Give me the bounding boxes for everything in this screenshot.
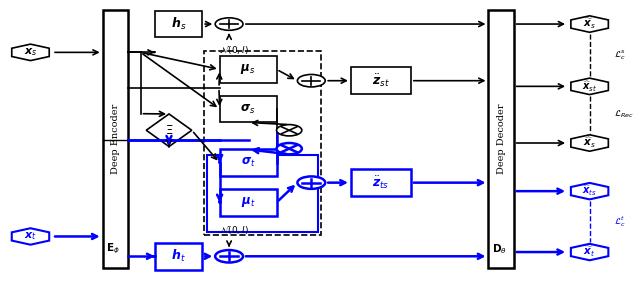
Text: $\widetilde{\boldsymbol{x}}_t$: $\widetilde{\boldsymbol{x}}_t$ (584, 245, 596, 259)
FancyBboxPatch shape (351, 169, 411, 196)
FancyBboxPatch shape (204, 51, 321, 235)
Circle shape (298, 176, 325, 189)
Circle shape (298, 74, 325, 87)
FancyBboxPatch shape (102, 10, 128, 268)
Text: $\boldsymbol{h}_t$: $\boldsymbol{h}_t$ (171, 248, 186, 264)
Text: $\boldsymbol{\sigma}_s$: $\boldsymbol{\sigma}_s$ (241, 102, 256, 116)
Text: $\Xi$: $\Xi$ (165, 124, 173, 137)
Text: $\boldsymbol{\mu}_t$: $\boldsymbol{\mu}_t$ (241, 195, 255, 209)
Text: $\ddot{\boldsymbol{z}}_{ts}$: $\ddot{\boldsymbol{z}}_{ts}$ (372, 174, 390, 191)
Text: $\boldsymbol{h}_s$: $\boldsymbol{h}_s$ (171, 16, 186, 32)
FancyBboxPatch shape (155, 243, 202, 270)
FancyBboxPatch shape (351, 67, 411, 94)
FancyBboxPatch shape (220, 56, 276, 83)
FancyBboxPatch shape (220, 96, 276, 122)
Text: $\mathcal{L}_{Rec}$: $\mathcal{L}_{Rec}$ (614, 109, 634, 120)
Polygon shape (12, 44, 49, 61)
FancyBboxPatch shape (207, 155, 317, 232)
Text: $\ddot{\boldsymbol{z}}_{st}$: $\ddot{\boldsymbol{z}}_{st}$ (372, 72, 390, 89)
Circle shape (276, 125, 302, 136)
FancyBboxPatch shape (488, 10, 514, 268)
FancyBboxPatch shape (155, 11, 202, 37)
Text: $\mathcal{N}(0,I)$: $\mathcal{N}(0,I)$ (220, 44, 249, 56)
Text: $\boldsymbol{x}_s$: $\boldsymbol{x}_s$ (24, 46, 37, 58)
Polygon shape (571, 244, 609, 260)
Text: $\mathcal{L}_c^t$: $\mathcal{L}_c^t$ (614, 214, 626, 229)
Text: $\widehat{\boldsymbol{x}}_{ts}$: $\widehat{\boldsymbol{x}}_{ts}$ (582, 184, 597, 198)
Text: Deep Decoder: Deep Decoder (497, 104, 506, 174)
FancyBboxPatch shape (220, 149, 276, 176)
Text: $\boldsymbol{x}_t$: $\boldsymbol{x}_t$ (24, 231, 37, 242)
Text: $\mathbf{D}_\theta$: $\mathbf{D}_\theta$ (492, 243, 507, 256)
Text: $\widehat{\boldsymbol{x}}_{st}$: $\widehat{\boldsymbol{x}}_{st}$ (582, 79, 597, 94)
Text: $\boldsymbol{\sigma}_t$: $\boldsymbol{\sigma}_t$ (241, 156, 255, 169)
Text: $\boldsymbol{\mu}_s$: $\boldsymbol{\mu}_s$ (241, 62, 255, 76)
Polygon shape (146, 114, 192, 146)
Polygon shape (571, 16, 609, 32)
Text: $\mathcal{N}(0,I)$: $\mathcal{N}(0,I)$ (220, 225, 249, 237)
Polygon shape (571, 135, 609, 151)
FancyBboxPatch shape (220, 189, 276, 216)
Circle shape (215, 250, 243, 263)
Circle shape (215, 18, 243, 30)
Polygon shape (12, 228, 49, 245)
Polygon shape (571, 78, 609, 95)
Text: $\mathbf{E}_\phi$: $\mathbf{E}_\phi$ (106, 242, 120, 256)
Text: Deep Encoder: Deep Encoder (111, 104, 120, 174)
Circle shape (276, 143, 302, 154)
Text: $\widehat{\boldsymbol{x}}_s$: $\widehat{\boldsymbol{x}}_s$ (583, 136, 596, 150)
Text: $\widetilde{\boldsymbol{x}}_s$: $\widetilde{\boldsymbol{x}}_s$ (583, 17, 596, 31)
Polygon shape (571, 183, 609, 199)
Text: $\mathcal{L}_c^s$: $\mathcal{L}_c^s$ (614, 48, 626, 62)
